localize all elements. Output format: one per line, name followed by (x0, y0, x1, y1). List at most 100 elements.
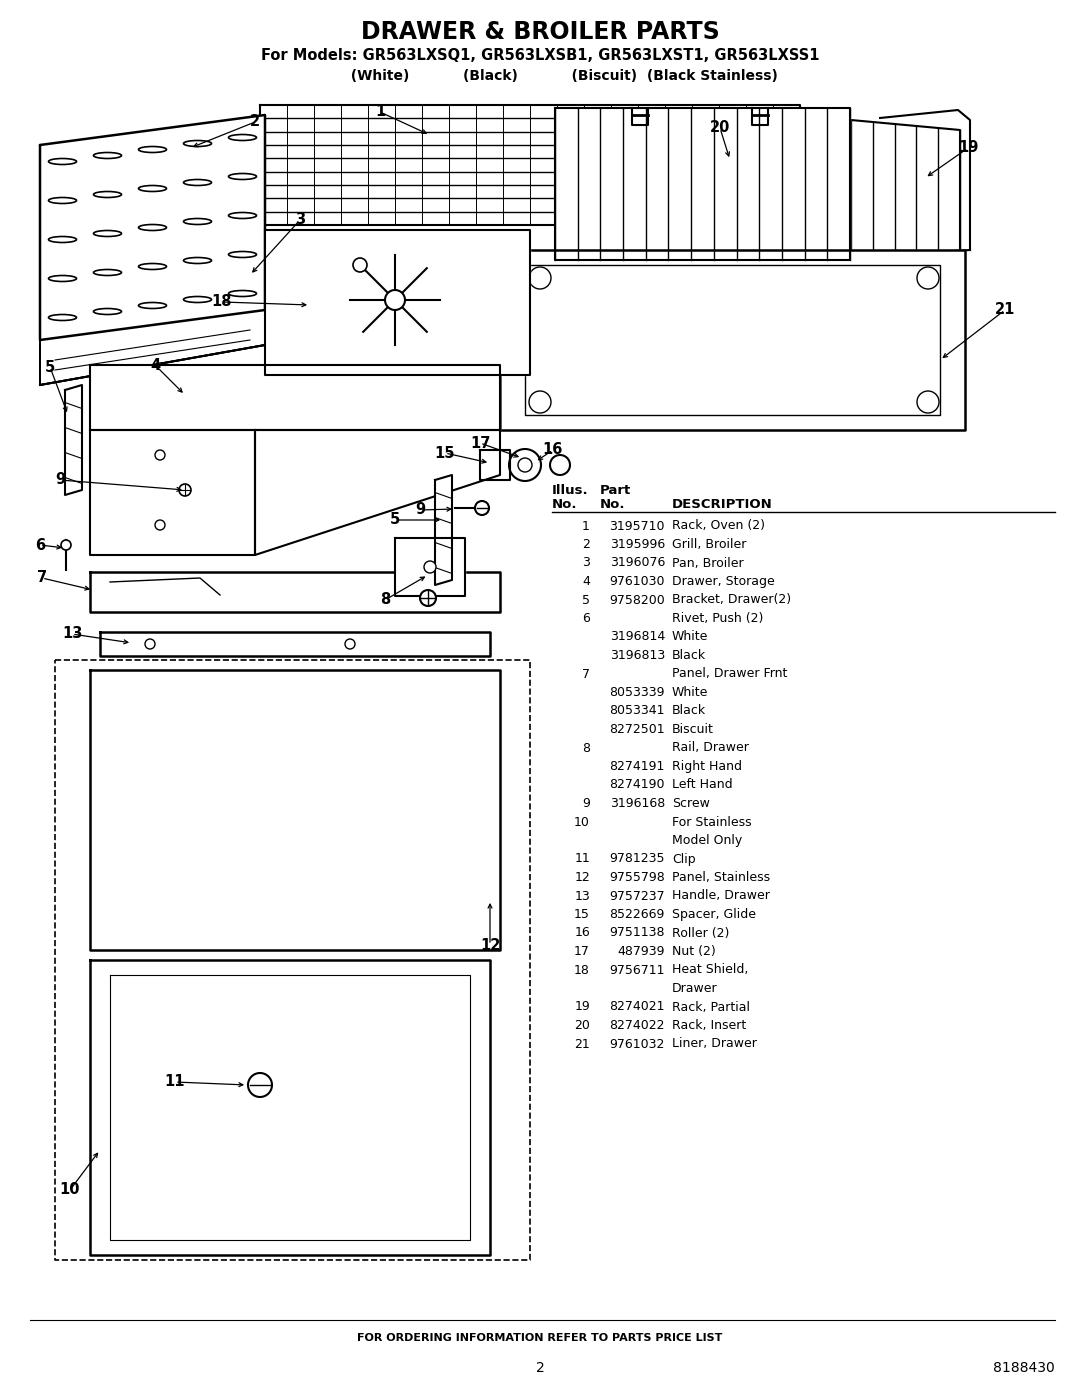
Text: Pan, Broiler: Pan, Broiler (672, 556, 744, 570)
Text: 20: 20 (710, 120, 730, 136)
Text: Liner, Drawer: Liner, Drawer (672, 1038, 757, 1051)
Text: Rack, Oven (2): Rack, Oven (2) (672, 520, 765, 532)
Text: Model Only: Model Only (672, 834, 742, 847)
Text: 21: 21 (575, 1038, 590, 1051)
Text: 12: 12 (575, 870, 590, 884)
Text: 3: 3 (582, 556, 590, 570)
Text: Black: Black (672, 650, 706, 662)
Text: For Stainless: For Stainless (672, 816, 752, 828)
Circle shape (475, 502, 489, 515)
Text: No.: No. (600, 497, 625, 510)
Text: 2: 2 (536, 1361, 544, 1375)
Text: 18: 18 (212, 295, 232, 310)
Circle shape (353, 258, 367, 272)
Circle shape (179, 483, 191, 496)
Text: 8274191: 8274191 (609, 760, 665, 773)
Text: White: White (672, 630, 708, 644)
Text: 487939: 487939 (618, 944, 665, 958)
Text: 2: 2 (582, 538, 590, 550)
Text: 5: 5 (390, 513, 400, 528)
Text: 8: 8 (582, 742, 590, 754)
Polygon shape (255, 430, 500, 555)
Text: 9: 9 (55, 472, 65, 488)
Text: 3196813: 3196813 (610, 650, 665, 662)
Circle shape (145, 638, 156, 650)
Polygon shape (90, 365, 500, 430)
Circle shape (156, 520, 165, 529)
Text: Screw: Screw (672, 798, 710, 810)
Text: 5: 5 (45, 359, 55, 374)
Circle shape (424, 562, 436, 573)
Text: No.: No. (552, 497, 578, 510)
Text: FOR ORDERING INFORMATION REFER TO PARTS PRICE LIST: FOR ORDERING INFORMATION REFER TO PARTS … (357, 1333, 723, 1343)
Text: 10: 10 (575, 816, 590, 828)
Text: Biscuit: Biscuit (672, 724, 714, 736)
Text: 9758200: 9758200 (609, 594, 665, 606)
Polygon shape (90, 671, 500, 950)
Text: Part: Part (600, 483, 631, 496)
Text: 9761030: 9761030 (609, 576, 665, 588)
Text: 21: 21 (995, 303, 1015, 317)
Text: 9: 9 (582, 798, 590, 810)
Text: 11: 11 (165, 1074, 186, 1090)
Text: 19: 19 (575, 1000, 590, 1013)
Text: 6: 6 (35, 538, 45, 552)
Text: Rack, Partial: Rack, Partial (672, 1000, 750, 1013)
Polygon shape (265, 231, 530, 374)
Text: Drawer: Drawer (672, 982, 717, 995)
Text: 15: 15 (435, 446, 456, 461)
Text: Rail, Drawer: Rail, Drawer (672, 742, 748, 754)
Text: 9: 9 (415, 503, 426, 517)
Text: 18: 18 (575, 964, 590, 977)
Text: 8188430: 8188430 (994, 1361, 1055, 1375)
Text: DRAWER & BROILER PARTS: DRAWER & BROILER PARTS (361, 20, 719, 43)
Text: Left Hand: Left Hand (672, 778, 732, 792)
Text: 3196814: 3196814 (610, 630, 665, 644)
Text: 7: 7 (582, 668, 590, 680)
Text: 17: 17 (470, 436, 490, 450)
Text: Panel, Drawer Frnt: Panel, Drawer Frnt (672, 668, 787, 680)
Circle shape (509, 448, 541, 481)
Text: 3196076: 3196076 (609, 556, 665, 570)
Text: 1: 1 (582, 520, 590, 532)
Text: Grill, Broiler: Grill, Broiler (672, 538, 746, 550)
Text: Rack, Insert: Rack, Insert (672, 1018, 746, 1032)
Text: 7: 7 (37, 570, 48, 585)
Polygon shape (90, 430, 255, 555)
Text: 8274190: 8274190 (609, 778, 665, 792)
Text: 10: 10 (59, 1182, 80, 1197)
Text: 12: 12 (480, 937, 500, 953)
Text: 16: 16 (575, 926, 590, 940)
Circle shape (420, 590, 436, 606)
Polygon shape (435, 475, 453, 585)
Polygon shape (260, 105, 800, 225)
Circle shape (550, 455, 570, 475)
Text: 4: 4 (582, 576, 590, 588)
Text: Nut (2): Nut (2) (672, 944, 716, 958)
Text: 15: 15 (575, 908, 590, 921)
Text: DESCRIPTION: DESCRIPTION (672, 497, 773, 510)
Text: 2: 2 (249, 115, 260, 130)
Text: Panel, Stainless: Panel, Stainless (672, 870, 770, 884)
Text: 8053341: 8053341 (609, 704, 665, 718)
Text: Illus.: Illus. (552, 483, 589, 496)
Circle shape (156, 450, 165, 460)
Text: 13: 13 (575, 890, 590, 902)
Polygon shape (500, 250, 966, 430)
Text: 3195710: 3195710 (609, 520, 665, 532)
Text: 8274022: 8274022 (609, 1018, 665, 1032)
Circle shape (60, 541, 71, 550)
Text: 3196168: 3196168 (610, 798, 665, 810)
Polygon shape (720, 108, 960, 265)
Text: 9781235: 9781235 (609, 852, 665, 866)
Text: 20: 20 (575, 1018, 590, 1032)
Text: 8522669: 8522669 (609, 908, 665, 921)
Text: 19: 19 (958, 141, 978, 155)
Text: 9755798: 9755798 (609, 870, 665, 884)
Text: 8: 8 (380, 592, 390, 608)
Text: 6: 6 (582, 612, 590, 624)
Text: 1: 1 (375, 105, 386, 120)
Circle shape (248, 1073, 272, 1097)
Text: Roller (2): Roller (2) (672, 926, 729, 940)
Text: 13: 13 (62, 626, 82, 641)
